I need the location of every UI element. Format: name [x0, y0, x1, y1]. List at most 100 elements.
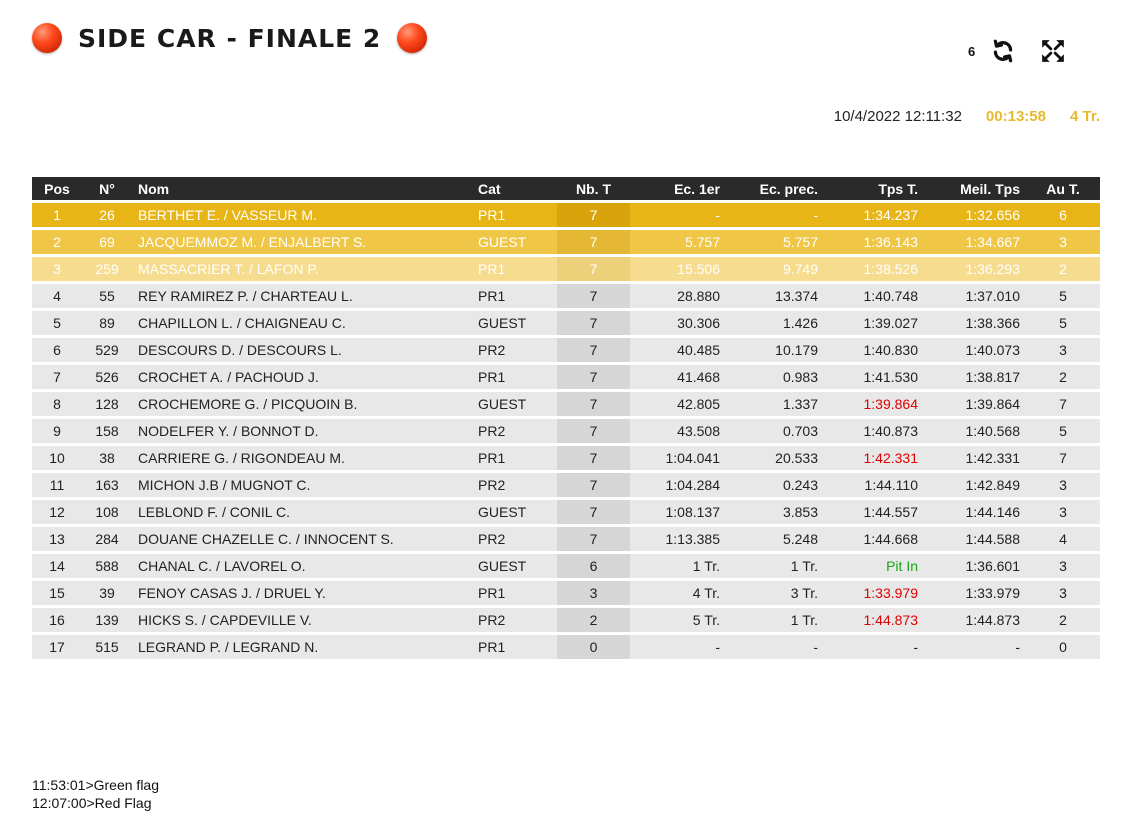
table-row[interactable]: 3 259 MASSACRIER T. / LAFON P. PR1 7 15.506 9.… [32, 257, 1100, 281]
cell-ec1: 43.508 [630, 419, 726, 443]
col-meil[interactable]: Meil. Tps [924, 177, 1026, 200]
col-nbt[interactable]: Nb. T [557, 177, 630, 200]
cell-aut: 5 [1026, 419, 1100, 443]
col-num[interactable]: N° [82, 177, 132, 200]
cell-nom: DOUANE CHAZELLE C. / INNOCENT S. [132, 527, 472, 551]
cell-aut: 3 [1026, 500, 1100, 524]
cell-tps: 1:44.873 [824, 608, 924, 632]
cell-nbt: 0 [557, 635, 630, 659]
cell-tps: 1:41.530 [824, 365, 924, 389]
cell-ec1: 1:08.137 [630, 500, 726, 524]
table-row[interactable]: 13 284 DOUANE CHAZELLE C. / INNOCENT S. PR2… [32, 527, 1100, 551]
table-row[interactable]: 16 139 HICKS S. / CAPDEVILLE V. PR2 2 5 Tr. 1 … [32, 608, 1100, 632]
cell-pos: 15 [32, 581, 82, 605]
cell-nbt: 7 [557, 365, 630, 389]
table-row[interactable]: 8 128 CROCHEMORE G. / PICQUOIN B. GUEST 7 42.… [32, 392, 1100, 416]
col-ecp[interactable]: Ec. prec. [726, 177, 824, 200]
cell-nom: LEGRAND P. / LEGRAND N. [132, 635, 472, 659]
cell-nom: HICKS S. / CAPDEVILLE V. [132, 608, 472, 632]
cell-meil: 1:36.293 [924, 257, 1026, 281]
cell-aut: 5 [1026, 311, 1100, 335]
cell-aut: 3 [1026, 581, 1100, 605]
laps-remaining: 4 Tr. [1069, 108, 1100, 125]
cell-tps: 1:39.864 [824, 392, 924, 416]
cell-ecp: - [726, 635, 824, 659]
cell-cat: PR1 [472, 446, 557, 470]
cell-ec1: 40.485 [630, 338, 726, 362]
fullscreen-icon[interactable] [1039, 37, 1067, 65]
cell-ec1: 41.468 [630, 365, 726, 389]
cell-aut: 3 [1026, 473, 1100, 497]
table-row[interactable]: 9 158 NODELFER Y. / BONNOT D. PR2 7 43.508 0.7… [32, 419, 1100, 443]
cell-num: 284 [82, 527, 132, 551]
cell-ecp: 0.703 [726, 419, 824, 443]
cell-ecp: 20.533 [726, 446, 824, 470]
cell-cat: PR1 [472, 365, 557, 389]
log-entry: 12:07:00>Red Flag [32, 795, 152, 811]
table-row[interactable]: 2 69 JACQUEMMOZ M. / ENJALBERT S. GUEST 7 5.7… [32, 230, 1100, 254]
cell-meil: 1:32.656 [924, 203, 1026, 227]
cell-ecp: 5.757 [726, 230, 824, 254]
table-row[interactable]: 17 515 LEGRAND P. / LEGRAND N. PR1 0- - - -0 [32, 635, 1100, 659]
table-row[interactable]: 14 588 CHANAL C. / LAVOREL O. GUEST 6 1 Tr. 1 … [32, 554, 1100, 578]
cell-ec1: 42.805 [630, 392, 726, 416]
cell-meil: 1:42.331 [924, 446, 1026, 470]
table-row[interactable]: 4 55 REY RAMIREZ P. / CHARTEAU L. PR1 7 28.88… [32, 284, 1100, 308]
current-datetime: 10/4/2022 12:11:32 [833, 108, 962, 125]
col-nom[interactable]: Nom [132, 177, 472, 200]
cell-num: 515 [82, 635, 132, 659]
table-row[interactable]: 15 39 FENOY CASAS J. / DRUEL Y. PR1 3 4 Tr. 3 … [32, 581, 1100, 605]
cell-num: 55 [82, 284, 132, 308]
cell-cat: PR1 [472, 284, 557, 308]
cell-pos: 17 [32, 635, 82, 659]
cell-pos: 2 [32, 230, 82, 254]
cell-tps: 1:40.748 [824, 284, 924, 308]
table-row[interactable]: 7 526 CROCHET A. / PACHOUD J. PR1 7 41.468 0.9… [32, 365, 1100, 389]
cell-nbt: 7 [557, 230, 630, 254]
table-row[interactable]: 6 529 DESCOURS D. / DESCOURS L. PR2 7 40.485 1… [32, 338, 1100, 362]
table-row[interactable]: 10 38 CARRIERE G. / RIGONDEAU M. PR1 7 1:04.0… [32, 446, 1100, 470]
col-aut[interactable]: Au T. [1026, 177, 1100, 200]
cell-meil: 1:38.366 [924, 311, 1026, 335]
cell-nom: JACQUEMMOZ M. / ENJALBERT S. [132, 230, 472, 254]
cell-nbt: 7 [557, 203, 630, 227]
cell-cat: PR1 [472, 257, 557, 281]
col-ec1[interactable]: Ec. 1er [630, 177, 726, 200]
cell-pos: 7 [32, 365, 82, 389]
cell-tps: 1:44.557 [824, 500, 924, 524]
cell-nbt: 7 [557, 446, 630, 470]
col-tps[interactable]: Tps T. [824, 177, 924, 200]
toolbar: 6 [968, 36, 1067, 66]
cell-cat: PR2 [472, 338, 557, 362]
cell-meil: 1:39.864 [924, 392, 1026, 416]
cell-pos: 13 [32, 527, 82, 551]
cell-num: 69 [82, 230, 132, 254]
cell-num: 163 [82, 473, 132, 497]
table-row[interactable]: 5 89 CHAPILLON L. / CHAIGNEAU C. GUEST 7 30.3… [32, 311, 1100, 335]
cell-nom: MICHON J.B / MUGNOT C. [132, 473, 472, 497]
cell-ecp: 10.179 [726, 338, 824, 362]
cell-pos: 11 [32, 473, 82, 497]
table-row[interactable]: 12 108 LEBLOND F. / CONIL C. GUEST 7 1:08.137… [32, 500, 1100, 524]
refresh-icon[interactable] [989, 37, 1017, 65]
cell-meil: - [924, 635, 1026, 659]
table-row[interactable]: 11 163 MICHON J.B / MUGNOT C. PR2 7 1:04.284 0… [32, 473, 1100, 497]
cell-pos: 14 [32, 554, 82, 578]
cell-nom: NODELFER Y. / BONNOT D. [132, 419, 472, 443]
cell-aut: 6 [1026, 203, 1100, 227]
cell-ecp: 13.374 [726, 284, 824, 308]
col-pos[interactable]: Pos [32, 177, 82, 200]
race-log: 11:53:01>Green flag 12:07:00>Red Flag [32, 776, 159, 812]
cell-ecp: 1.337 [726, 392, 824, 416]
cell-pos: 10 [32, 446, 82, 470]
cell-nbt: 7 [557, 527, 630, 551]
cell-aut: 3 [1026, 338, 1100, 362]
cell-tps: 1:34.237 [824, 203, 924, 227]
table-row[interactable]: 1 26 BERTHET E. / VASSEUR M. PR1 7- -1:34.237… [32, 203, 1100, 227]
cell-nom: REY RAMIREZ P. / CHARTEAU L. [132, 284, 472, 308]
cell-aut: 2 [1026, 257, 1100, 281]
col-cat[interactable]: Cat [472, 177, 557, 200]
cell-aut: 2 [1026, 365, 1100, 389]
cell-ecp: 0.243 [726, 473, 824, 497]
cell-num: 529 [82, 338, 132, 362]
